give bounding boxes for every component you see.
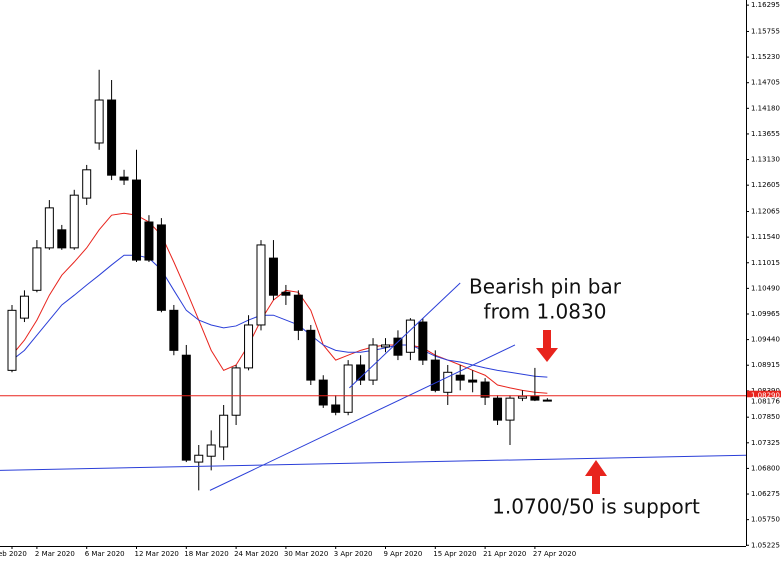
x-tick-label: 21 Apr 2020	[483, 550, 526, 558]
candle-body	[219, 414, 229, 448]
y-tick-label: 1.15755	[751, 27, 780, 35]
candle-body	[57, 229, 67, 249]
price-label-box	[747, 390, 781, 401]
candle-body	[443, 371, 453, 393]
annotation: Bearish pin bar	[469, 275, 622, 299]
y-tick-label: 1.16295	[751, 1, 780, 9]
x-tick-label: 30 Mar 2020	[284, 550, 328, 558]
y-tick-label: 1.09440	[751, 336, 780, 344]
candle-body	[293, 294, 303, 331]
moving-average	[11, 254, 548, 378]
y-tick-label: 1.05225	[751, 541, 780, 549]
x-tick-label: 12 Mar 2020	[135, 550, 179, 558]
y-tick-label: 1.12065	[751, 208, 780, 216]
candle-body	[119, 176, 129, 181]
candle-body	[517, 395, 527, 399]
moving-average	[11, 212, 548, 394]
candle-body	[418, 321, 428, 361]
y-tick-label: 1.05750	[751, 516, 780, 524]
annotation: from 1.0830	[484, 300, 607, 324]
candle-body	[505, 397, 515, 421]
candle-body	[194, 454, 204, 463]
y-tick-label: 1.09965	[751, 310, 780, 318]
candle-body	[343, 364, 353, 413]
candle-body	[530, 395, 540, 401]
candle-body	[430, 359, 440, 391]
candle-body	[480, 381, 490, 398]
y-tick-label: 1.08915	[751, 361, 780, 369]
x-tick-label: 15 Apr 2020	[433, 550, 476, 558]
price-label-box	[747, 397, 781, 406]
price-label: 1.08176	[751, 397, 780, 405]
arrow-down	[536, 330, 558, 362]
candle-body	[181, 354, 191, 461]
x-tick-label: 3 Apr 2020	[334, 550, 373, 558]
candle-body	[206, 444, 216, 457]
y-tick-label: 1.10490	[751, 284, 780, 292]
candle-body	[455, 374, 465, 381]
x-tick-label: 18 Mar 2020	[184, 550, 228, 558]
candle-body	[19, 295, 29, 319]
y-tick-label: 1.13130	[751, 156, 780, 164]
candle-body	[493, 397, 503, 421]
y-tick-label: 1.15230	[751, 53, 780, 61]
candle-body	[44, 207, 54, 249]
candle-body	[306, 329, 316, 381]
candle-body	[281, 291, 291, 296]
candle-body	[318, 379, 328, 406]
x-tick-label: 27 Apr 2020	[533, 550, 576, 558]
candle-body	[69, 194, 79, 249]
annotation: 1.0700/50 is support	[492, 495, 700, 519]
candle-body	[542, 399, 552, 402]
candle-body	[107, 99, 117, 176]
candle-body	[393, 337, 403, 356]
candle-body	[132, 179, 141, 261]
arrow-up	[585, 460, 607, 494]
candle-body	[256, 244, 266, 326]
candle-body	[7, 309, 17, 371]
candle-body	[381, 344, 390, 348]
x-tick-label: 2 Mar 2020	[35, 550, 75, 558]
candle-body	[356, 364, 366, 381]
trendline	[209, 344, 516, 491]
candle-body	[244, 324, 254, 369]
x-tick-label: eb 2020	[0, 550, 27, 558]
candle-body	[144, 221, 154, 261]
price-label: 1.08290	[751, 392, 780, 400]
candle-body	[268, 257, 278, 296]
y-tick-label: 1.06800	[751, 464, 780, 472]
candle-body	[405, 319, 415, 353]
candle-body	[32, 247, 42, 291]
candle-body	[231, 367, 241, 416]
candle-body	[82, 169, 92, 199]
y-tick-label: 1.13655	[751, 130, 780, 138]
y-tick-label: 1.11015	[751, 259, 780, 267]
candle-body	[94, 99, 104, 144]
candle-body	[156, 224, 166, 311]
x-tick-label: 9 Apr 2020	[384, 550, 423, 558]
trendline	[349, 282, 461, 389]
x-tick-label: 24 Mar 2020	[234, 550, 278, 558]
y-tick-label: 1.12605	[751, 181, 780, 189]
y-tick-label: 1.06275	[751, 490, 780, 498]
candle-body	[169, 309, 179, 351]
y-tick-label: 1.07325	[751, 439, 780, 447]
plot-area	[0, 69, 747, 491]
y-tick-label: 1.14705	[751, 79, 780, 87]
trendline	[0, 454, 747, 471]
candle-body	[368, 344, 378, 381]
y-tick-label: 1.14180	[751, 104, 780, 112]
x-tick-label: 6 Mar 2020	[85, 550, 125, 558]
y-tick-label: 1.07850	[751, 413, 780, 421]
candle-body	[468, 379, 478, 383]
candle-body	[331, 404, 341, 413]
y-tick-label: 1.11540	[751, 233, 780, 241]
